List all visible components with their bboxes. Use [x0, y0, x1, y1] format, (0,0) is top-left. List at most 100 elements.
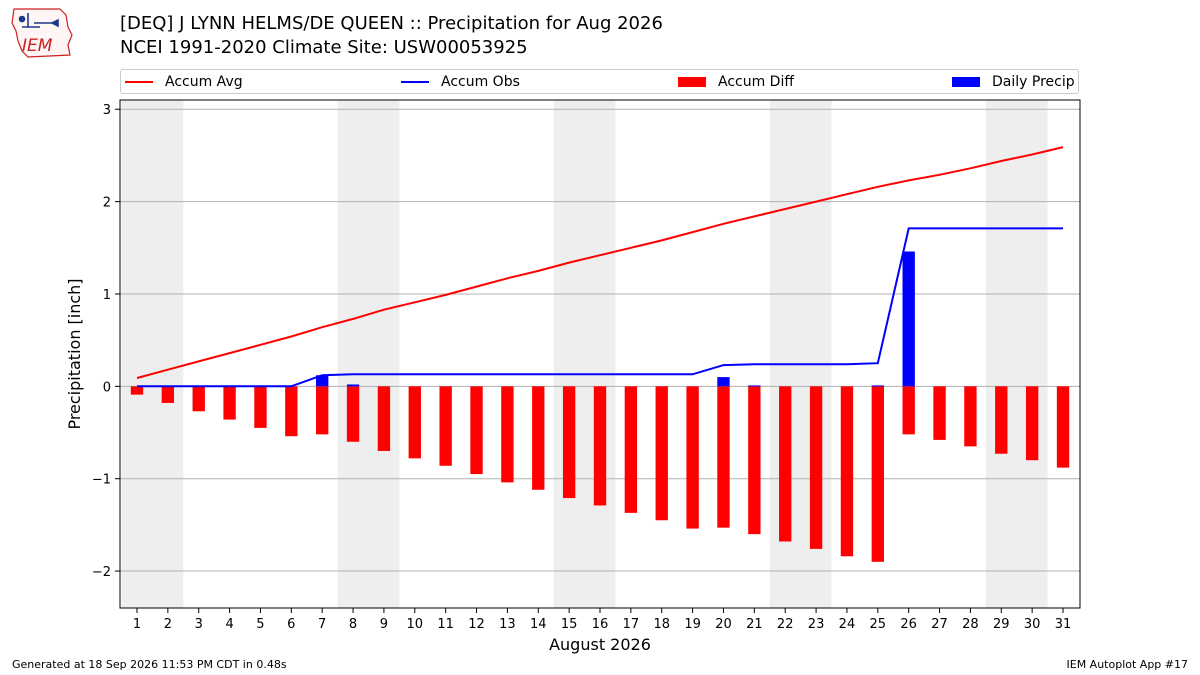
- x-tick-label: 5: [256, 617, 264, 632]
- x-tick-label: 11: [437, 617, 454, 632]
- x-tick-label: 7: [318, 617, 326, 632]
- accum-diff-bar: [717, 386, 730, 528]
- weekend-band-0: [121, 100, 184, 608]
- y-tick-label: 3: [103, 103, 111, 118]
- weekend-band-1: [337, 100, 400, 608]
- y-tick-label: −2: [92, 565, 111, 580]
- daily-precip-bar: [748, 385, 761, 387]
- x-tick-label: 6: [287, 617, 295, 632]
- y-tick-label: 2: [103, 196, 111, 211]
- chart-subtitle: NCEI 1991-2020 Climate Site: USW00053925: [120, 37, 528, 58]
- legend-label-accum-diff: Accum Diff: [718, 74, 795, 90]
- chart-title: [DEQ] J LYNN HELMS/DE QUEEN :: Precipita…: [120, 13, 663, 34]
- legend-label-daily-precip: Daily Precip: [992, 74, 1075, 90]
- x-tick-label: 13: [499, 617, 516, 632]
- x-tick-label: 30: [1024, 617, 1041, 632]
- y-tick-label: 0: [103, 380, 111, 395]
- accum-diff-bar: [501, 386, 514, 483]
- accum-diff-bar: [377, 386, 391, 451]
- x-axis-label: August 2026: [549, 635, 651, 654]
- y-axis: −2 −1 0 1 2 3: [92, 103, 120, 580]
- legend-swatch-accum-avg: [125, 81, 153, 83]
- x-tick-label: 27: [931, 617, 948, 632]
- x-tick-label: 15: [561, 617, 578, 632]
- daily-precip-bar: [316, 375, 329, 387]
- x-tick-label: 21: [746, 617, 763, 632]
- legend-item-accum-diff: Accum Diff: [678, 73, 794, 91]
- iem-logo: IEM: [8, 5, 78, 60]
- weekend-shading: [121, 100, 1048, 608]
- y-gridlines: [120, 108, 1080, 572]
- daily-precip-bar: [902, 251, 915, 387]
- footer-generated: Generated at 18 Sep 2026 11:53 PM CDT in…: [12, 658, 287, 671]
- weekend-band-2: [553, 100, 616, 608]
- accum-diff-bar: [532, 386, 545, 490]
- weekend-band-3: [769, 100, 832, 608]
- legend-label-accum-obs: Accum Obs: [441, 74, 520, 90]
- chart-legend: Accum Avg Accum Obs Accum Diff Daily Pre…: [120, 69, 1079, 94]
- accum-diff-bar: [686, 386, 699, 529]
- y-tick-label: 1: [103, 288, 111, 303]
- daily-precip-bar: [346, 384, 360, 387]
- weekend-band-4: [985, 100, 1048, 608]
- accum-diff-bar: [223, 386, 236, 420]
- accum-diff-bar: [192, 386, 205, 412]
- accum-diff-bar: [439, 386, 452, 466]
- plot-frame: [119, 99, 1081, 609]
- x-tick-label: 16: [592, 617, 609, 632]
- x-tick-label: 14: [530, 617, 547, 632]
- accum-diff-bar: [316, 386, 329, 435]
- x-tick-label: 20: [715, 617, 732, 632]
- legend-swatch-accum-diff: [678, 77, 706, 87]
- x-tick-label: 17: [623, 617, 640, 632]
- legend-swatch-daily-precip: [952, 77, 980, 87]
- x-tick-label: 28: [962, 617, 979, 632]
- accum-diff-bar: [470, 386, 483, 475]
- accum-obs-line: [137, 227, 1063, 388]
- x-tick-label: 10: [407, 617, 424, 632]
- y-tick-label: −1: [92, 473, 111, 488]
- legend-swatch-accum-obs: [401, 81, 429, 83]
- accum-diff-bar: [933, 386, 946, 440]
- x-tick-label: 1: [133, 617, 141, 632]
- line-series: [136, 146, 1064, 388]
- accum-diff-bar: [254, 386, 267, 428]
- accum-avg-line: [136, 146, 1064, 379]
- weather-station-icon: [18, 13, 59, 28]
- accum-diff-bar: [655, 386, 668, 521]
- x-tick-label: 8: [349, 617, 357, 632]
- x-tick-label: 3: [195, 617, 203, 632]
- accum-diff-bar: [809, 386, 823, 549]
- legend-item-accum-avg: Accum Avg: [125, 73, 243, 91]
- x-tick-label: 24: [839, 617, 856, 632]
- logo-text: IEM: [22, 36, 53, 56]
- x-tick-label: 31: [1055, 617, 1072, 632]
- x-tick-label: 4: [225, 617, 233, 632]
- legend-item-daily-precip: Daily Precip: [952, 73, 1075, 91]
- accum-diff-bar: [1025, 386, 1039, 461]
- accum-diff-bar: [995, 386, 1008, 454]
- x-tick-label: 25: [870, 617, 887, 632]
- accum-diff-bar: [902, 386, 915, 435]
- x-tick-label: 2: [164, 617, 172, 632]
- x-tick-label: 19: [684, 617, 701, 632]
- accum-diff-bar: [346, 386, 360, 442]
- bar-series: [130, 251, 1070, 562]
- accum-diff-bar: [748, 386, 761, 535]
- x-tick-label: 23: [808, 617, 825, 632]
- accum-diff-bar: [840, 386, 854, 557]
- accum-diff-bar: [562, 386, 576, 499]
- y-axis-label: Precipitation [inch]: [65, 278, 84, 429]
- footer-app: IEM Autoplot App #17: [1066, 658, 1189, 671]
- daily-precip-bar: [717, 377, 730, 387]
- legend-label-accum-avg: Accum Avg: [165, 74, 243, 90]
- x-tick-label: 22: [777, 617, 794, 632]
- x-tick-label: 26: [900, 617, 917, 632]
- accum-diff-bar: [408, 386, 421, 459]
- accum-diff-bar: [593, 386, 607, 506]
- accum-diff-bar: [779, 386, 792, 542]
- accum-diff-bar: [624, 386, 638, 513]
- x-tick-label: 9: [380, 617, 388, 632]
- accum-diff-bar: [871, 386, 884, 562]
